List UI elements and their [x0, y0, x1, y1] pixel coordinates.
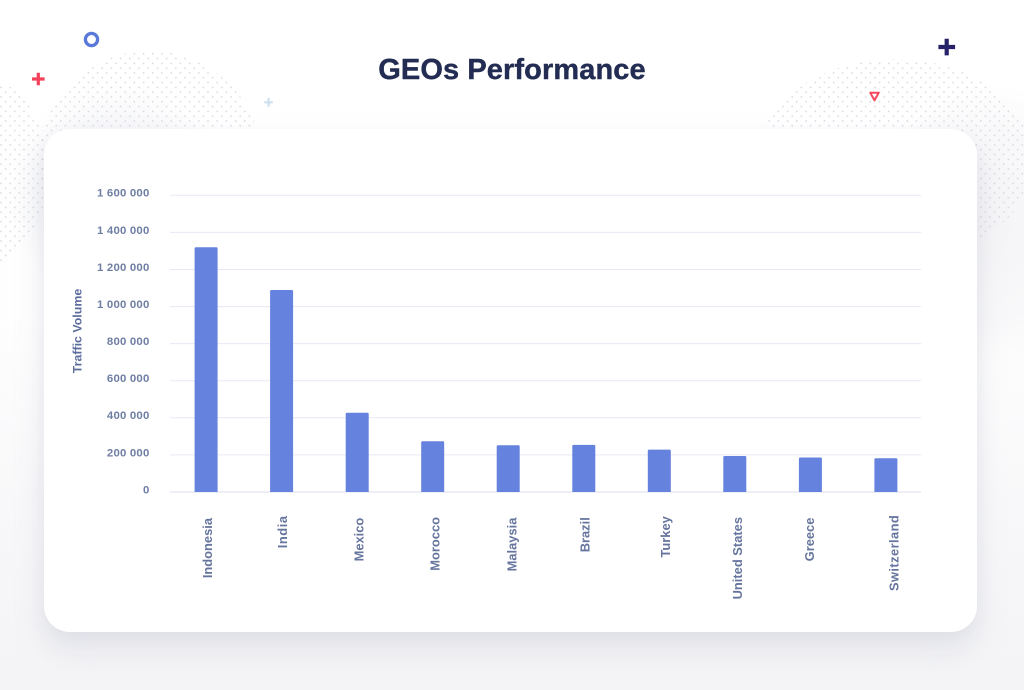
svg-text:Brazil: Brazil	[578, 517, 593, 552]
svg-text:United States: United States	[730, 517, 745, 599]
svg-text:Switzerland: Switzerland	[887, 515, 902, 591]
svg-text:1 000 000: 1 000 000	[97, 299, 149, 311]
svg-text:Morocco: Morocco	[428, 517, 443, 571]
svg-text:Traffic Volume: Traffic Volume	[71, 289, 85, 374]
svg-text:Mexico: Mexico	[352, 518, 367, 562]
svg-text:Turkey: Turkey	[658, 515, 673, 557]
svg-text:Malaysia: Malaysia	[505, 517, 520, 572]
svg-text:600 000: 600 000	[107, 373, 150, 385]
svg-text:Greece: Greece	[802, 518, 817, 562]
svg-text:1 600 000: 1 600 000	[97, 188, 149, 200]
svg-text:Indonesia: Indonesia	[200, 517, 215, 578]
svg-text:400 000: 400 000	[107, 410, 150, 422]
svg-text:800 000: 800 000	[107, 336, 150, 348]
svg-text:200 000: 200 000	[107, 447, 150, 459]
svg-text:India: India	[275, 515, 290, 548]
svg-text:1 400 000: 1 400 000	[97, 225, 149, 237]
svg-text:1 200 000: 1 200 000	[97, 262, 149, 274]
svg-text:0: 0	[143, 484, 150, 496]
